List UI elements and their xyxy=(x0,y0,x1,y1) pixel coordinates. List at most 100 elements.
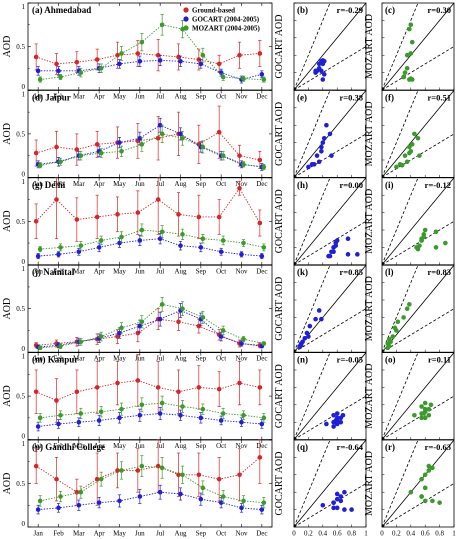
data-point-gocart xyxy=(56,421,61,427)
factor-two-lower-line xyxy=(294,308,366,353)
one-to-one-line xyxy=(382,265,454,353)
data-point-mozart xyxy=(220,74,226,80)
scatter-point-mozart xyxy=(408,149,414,154)
data-point-mozart xyxy=(78,489,84,495)
scatter-panel-label: (f) xyxy=(385,92,394,102)
y-tick-label: 1 xyxy=(22,265,26,273)
data-point-gocart xyxy=(117,498,122,504)
series-mozart xyxy=(37,223,267,253)
x-tick-label: Nov xyxy=(235,530,248,538)
reference-lines xyxy=(294,440,366,527)
data-point-ground xyxy=(33,219,39,224)
data-point-mozart xyxy=(98,238,104,243)
data-point-gocart xyxy=(239,341,244,346)
data-point-gocart xyxy=(137,58,143,64)
scatter-point-gocart xyxy=(309,162,315,167)
factor-two-lower-line xyxy=(382,395,454,440)
data-point-gocart xyxy=(218,249,224,255)
scatter-panel-gocart-1: (e) r=0.38 GOCART AOD xyxy=(274,90,367,178)
x-tick-label: Nov xyxy=(235,267,248,275)
x-tick-label: Dec xyxy=(256,530,267,538)
series-line-mozart xyxy=(40,402,264,419)
x-tick-label: Dec xyxy=(256,442,267,450)
series-mozart xyxy=(37,297,267,351)
data-point-ground xyxy=(74,59,80,65)
data-point-mozart xyxy=(119,468,124,473)
data-point-mozart xyxy=(119,51,124,56)
scatter-point-mozart xyxy=(419,404,424,409)
correlation-label: r=-0.05 xyxy=(337,355,363,365)
data-point-mozart xyxy=(78,411,84,416)
data-point-gocart xyxy=(259,421,265,427)
x-tick-label: Feb xyxy=(53,93,64,101)
x-tick-label: Aug xyxy=(174,442,187,450)
x-tick-label: Apr xyxy=(94,93,106,101)
data-point-gocart xyxy=(218,418,224,423)
scatter-point-gocart xyxy=(316,159,322,165)
scatter-panel-mozart-3: (l) r=0.83 MOZART AOD xyxy=(364,264,455,353)
series-ground xyxy=(33,439,263,506)
x-tick-label: Sep xyxy=(196,180,207,188)
panel-title: (m) Kanpur xyxy=(32,355,78,365)
x-tick-label: Jun xyxy=(135,442,145,450)
x-tick-label: Sep xyxy=(196,267,207,275)
one-to-one-line xyxy=(382,90,454,178)
scatter-x-tick-label: 0.6 xyxy=(333,530,342,538)
data-point-mozart xyxy=(200,144,206,150)
scatter-point-mozart xyxy=(422,498,428,504)
x-tick-label: Aug xyxy=(174,180,187,188)
series-ground xyxy=(33,39,263,75)
data-point-gocart xyxy=(198,415,204,421)
factor-two-upper-line xyxy=(382,90,419,178)
data-point-ground xyxy=(115,212,120,217)
scatter-point-gocart xyxy=(306,164,311,170)
legend-ground-marker xyxy=(183,7,189,13)
data-point-ground xyxy=(176,319,181,325)
scatter-y-axis-title: MOZART AOD xyxy=(364,14,375,79)
x-tick-label: Apr xyxy=(94,267,106,275)
y-tick-label: 0.5 xyxy=(16,305,25,313)
series-mozart xyxy=(37,395,267,423)
scatter-y-axis-title: GOCART AOD xyxy=(274,364,285,428)
factor-two-lower-line xyxy=(294,395,366,440)
data-point-ground xyxy=(257,51,263,56)
data-point-ground xyxy=(54,476,59,482)
data-point-ground xyxy=(33,463,39,469)
scatter-x-tick-label: 0.8 xyxy=(347,530,356,538)
correlation-label: r=-0.64 xyxy=(337,442,364,452)
y-axis-title: AOD xyxy=(2,123,13,145)
data-point-mozart xyxy=(58,412,63,418)
data-point-mozart xyxy=(180,232,185,237)
panel-title: (g) Delhi xyxy=(32,180,66,190)
scatter-point-gocart xyxy=(316,61,322,67)
data-point-gocart xyxy=(96,245,102,250)
data-point-mozart xyxy=(119,325,124,331)
series-line-gocart xyxy=(38,124,262,168)
scatter-point-gocart xyxy=(319,149,324,154)
series-line-ground xyxy=(36,131,260,161)
scatter-x-tick-label: 0.4 xyxy=(318,530,327,538)
x-tick-label: May xyxy=(113,180,126,188)
scatter-panel-label: (q) xyxy=(297,442,308,452)
scatter-point-gocart xyxy=(331,424,336,429)
station-panel-3: 0 0.5 1 AOD Jan Feb Mar Apr May Jun Jul Aug Sep Oct No… xyxy=(2,264,273,363)
x-tick-label: Oct xyxy=(216,267,226,275)
scatter-panel-label: (r) xyxy=(385,442,395,452)
data-point-mozart xyxy=(241,336,246,342)
data-point-mozart xyxy=(119,149,124,154)
data-point-mozart xyxy=(78,243,84,248)
data-point-gocart xyxy=(198,496,204,502)
data-point-mozart xyxy=(261,341,267,346)
data-point-gocart xyxy=(117,240,122,246)
reference-lines xyxy=(382,90,454,178)
scatter-point-gocart xyxy=(338,498,344,504)
scatter-point-gocart xyxy=(338,419,344,425)
scatter-panel-label: (i) xyxy=(385,180,394,190)
data-point-ground xyxy=(237,472,242,478)
data-point-gocart xyxy=(157,58,163,63)
scatter-point-mozart xyxy=(404,159,410,165)
data-point-ground xyxy=(54,197,59,202)
scatter-point-mozart xyxy=(419,476,424,482)
scatter-point-gocart xyxy=(345,236,351,241)
series-line-ground xyxy=(35,187,261,224)
